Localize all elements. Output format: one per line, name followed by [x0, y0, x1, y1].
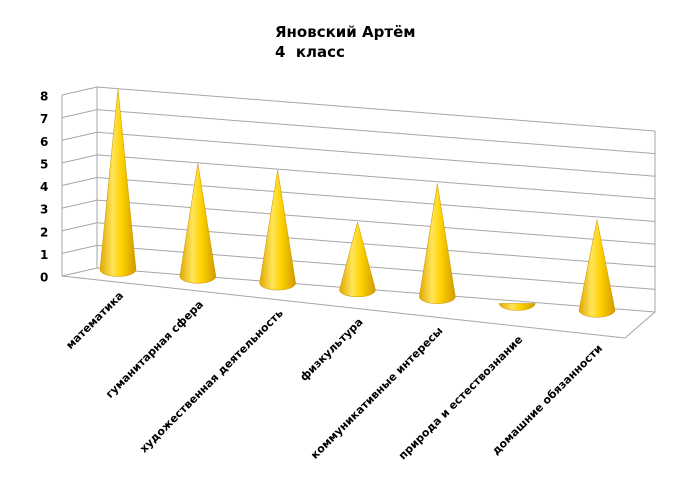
grid-line [61, 176, 656, 222]
grid-line [61, 131, 656, 177]
y-tick-label: 1 [40, 248, 48, 262]
y-tick-label: 3 [40, 203, 48, 217]
y-tick-label: 6 [40, 135, 48, 149]
cone [578, 219, 616, 318]
grid-line [61, 86, 656, 132]
y-tick-label: 5 [40, 157, 48, 171]
x-tick-label: гуманитарная сфера [103, 298, 206, 401]
wall-edge [61, 95, 656, 339]
cone [179, 163, 217, 284]
y-tick-label: 0 [40, 271, 48, 285]
y-tick-label: 4 [40, 180, 48, 194]
chart-title: Яновский Артём [275, 23, 416, 41]
cone [259, 169, 296, 291]
cone [99, 88, 137, 277]
grid-line [61, 222, 656, 268]
grid-line [61, 109, 656, 155]
y-tick-label: 2 [40, 225, 48, 239]
grid-line [61, 154, 656, 200]
cone [419, 183, 456, 304]
y-tick-label: 7 [40, 112, 48, 126]
chart-subtitle: 4 класс [275, 43, 345, 61]
y-tick-label: 8 [40, 90, 48, 104]
cone [498, 303, 536, 311]
grid-line [61, 244, 656, 290]
x-tick-label: художественная деятельность [137, 307, 286, 456]
x-tick-label: математика [63, 289, 126, 352]
x-tick-label: физкультура [297, 315, 365, 383]
cone [339, 221, 376, 298]
grid-line [61, 267, 656, 313]
grid-line [61, 199, 656, 245]
